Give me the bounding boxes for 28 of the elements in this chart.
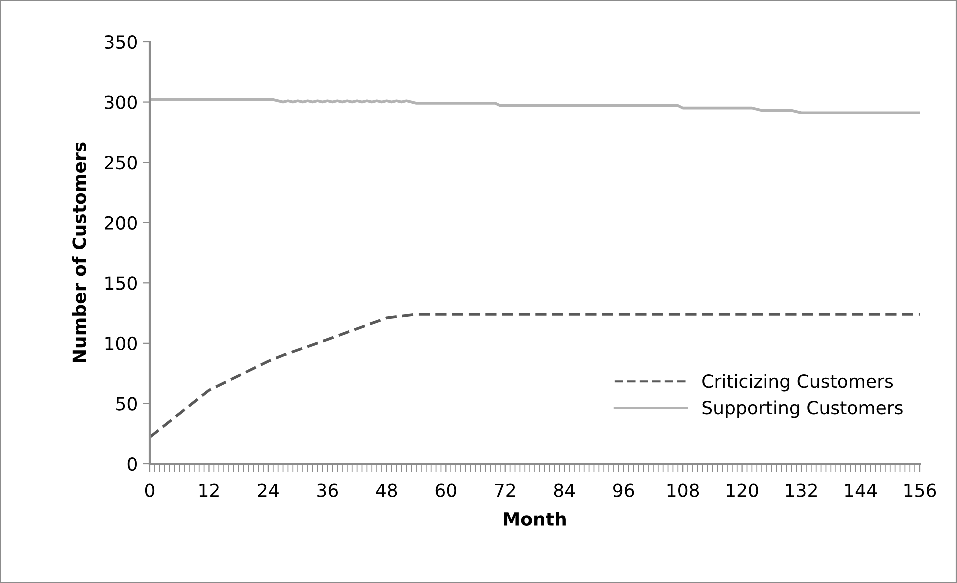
y-axis-title: Number of Customers: [72, 142, 86, 362]
x-tick-label: 12: [200, 484, 219, 498]
x-tick-label: 156: [904, 484, 936, 498]
x-tick-label: 84: [554, 484, 576, 498]
x-tick-label: 36: [318, 484, 338, 498]
x-tick-label: 120: [727, 484, 758, 498]
x-axis-title: Month: [504, 512, 566, 526]
y-tick-label: 350: [105, 35, 137, 50]
y-tick-label: 100: [106, 336, 137, 351]
y-tick-label: 0: [128, 457, 137, 472]
line-series: [150, 98, 920, 115]
y-tick-label: 200: [105, 216, 137, 230]
legend-label: Criticizing Customers: [702, 374, 894, 392]
legend-label: Supporting Customers: [702, 400, 903, 418]
x-tick-label: 144: [846, 484, 877, 498]
y-tick-label: 50: [116, 397, 137, 411]
x-tick-label: 48: [376, 484, 398, 498]
x-tick-label: 24: [258, 484, 279, 498]
line-series: [150, 313, 920, 439]
x-tick-label: 60: [436, 484, 456, 498]
y-tick-label: 300: [105, 96, 137, 110]
y-tick-label: 150: [106, 276, 137, 290]
x-tick-label: 0: [145, 484, 155, 498]
x-tick-label: 96: [613, 484, 634, 498]
x-tick-label: 132: [786, 484, 817, 498]
y-tick-label: 250: [105, 156, 137, 170]
x-tick-label: 108: [668, 484, 700, 498]
x-tick-label: 72: [495, 484, 516, 498]
